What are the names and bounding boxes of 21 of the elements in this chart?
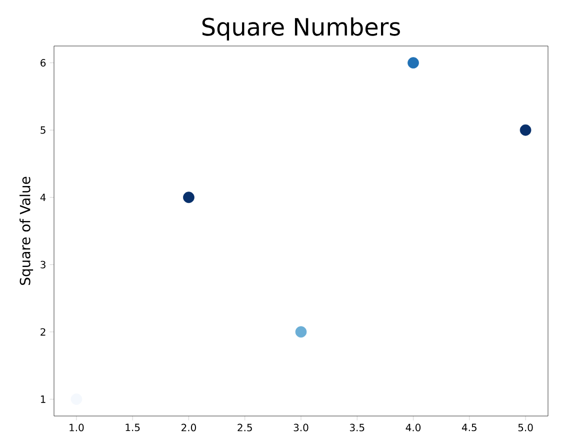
x-tick-label: 2.5 (238, 424, 252, 432)
y-tick-label: 6 (40, 59, 46, 67)
y-tick-label: 1 (40, 396, 46, 403)
y-axis-title: Square of Value (20, 176, 34, 285)
x-tick-label: 3.5 (350, 424, 364, 432)
y-tick-label: 5 (40, 126, 46, 134)
y-tick-label: 4 (40, 194, 46, 201)
x-tick-label: 1.0 (70, 424, 84, 432)
chart-title: Square Numbers (202, 17, 400, 40)
point (295, 326, 307, 338)
x-tick-label: 4.0 (406, 424, 421, 432)
y-tick-label: 2 (40, 328, 46, 336)
x-tick-label: 5.0 (518, 424, 533, 432)
point (183, 192, 194, 204)
x-tick-label: 1.5 (126, 424, 140, 432)
x-tick-label: 3.0 (294, 424, 308, 432)
y-tick-label: 3 (40, 260, 46, 268)
x-tick-label: 2.0 (182, 424, 196, 432)
x-tick-label: 4.5 (462, 424, 476, 432)
point (408, 57, 419, 68)
point (520, 124, 532, 136)
